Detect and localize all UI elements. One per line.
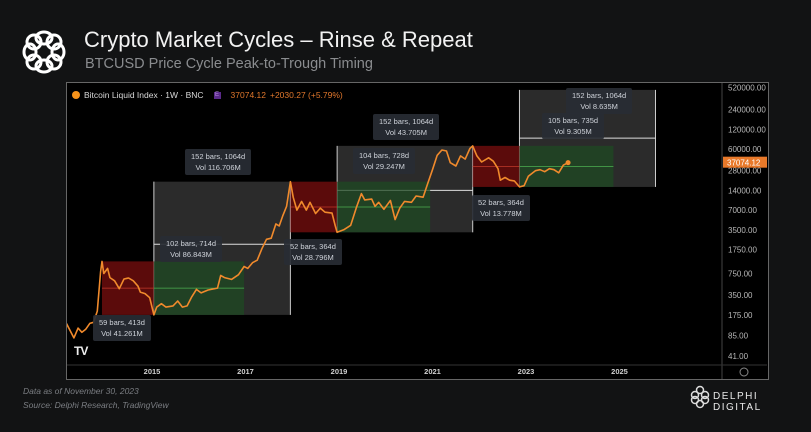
y-tick-label: 85.00 bbox=[728, 331, 749, 340]
annotation-label: 105 bars, 735d Vol 9.305M bbox=[542, 113, 605, 139]
price-line bbox=[67, 145, 569, 339]
tradingview-logo: TV bbox=[74, 344, 88, 358]
last-price-text: 37074.12 bbox=[230, 90, 266, 100]
annotation-label: 104 bars, 728d Vol 29.247M bbox=[353, 148, 416, 174]
x-tick-label: 2021 bbox=[424, 367, 441, 376]
y-tick-label: 14000.00 bbox=[728, 186, 762, 195]
annotation-label: 102 bars, 714d Vol 86.843M bbox=[160, 236, 223, 262]
x-tick-label: 2017 bbox=[237, 367, 254, 376]
annotation-label: 52 bars, 364d Vol 28.796M bbox=[284, 239, 342, 265]
y-tick-label: 28000.00 bbox=[728, 167, 762, 176]
y-tick-label: 520000.00 bbox=[728, 84, 766, 93]
page-title: Crypto Market Cycles – Rinse & Repeat bbox=[84, 27, 473, 52]
chart-legend: Bitcoin Liquid Index · 1W · BNC E 37074.… bbox=[72, 90, 343, 100]
annotation-label: 59 bars, 413d Vol 41.261M bbox=[93, 315, 151, 341]
data-date-note: Data as of November 30, 2023 bbox=[23, 386, 139, 396]
exchange-badge: E bbox=[213, 91, 221, 99]
y-tick-label: 175.00 bbox=[728, 311, 753, 320]
y-tick-label: 120000.00 bbox=[728, 125, 766, 134]
delphi-brand-icon bbox=[690, 385, 710, 409]
price-tag-label: 37074.12 bbox=[727, 159, 761, 168]
y-tick-label: 750.00 bbox=[728, 270, 753, 279]
annotation-label: 152 bars, 1064d Vol 116.706M bbox=[185, 149, 252, 175]
y-tick-label: 7000.00 bbox=[728, 206, 757, 215]
brand-name: DELPHI DIGITAL bbox=[713, 391, 762, 413]
last-price-dot bbox=[565, 160, 571, 166]
x-tick-label: 2015 bbox=[144, 367, 161, 376]
x-tick-label: 2019 bbox=[331, 367, 348, 376]
y-tick-label: 3500.00 bbox=[728, 226, 757, 235]
x-tick-label: 2025 bbox=[611, 367, 628, 376]
page-subtitle: BTCUSD Price Cycle Peak-to-Trough Timing bbox=[85, 56, 373, 72]
delphi-logo-icon bbox=[22, 30, 66, 74]
y-tick-label: 60000.00 bbox=[728, 145, 762, 154]
y-tick-label: 240000.00 bbox=[728, 106, 766, 115]
y-tick-label: 1750.00 bbox=[728, 245, 757, 254]
y-tick-label: 350.00 bbox=[728, 291, 753, 300]
annotation-label: 152 bars, 1064d Vol 8.635M bbox=[566, 88, 633, 114]
symbol-label[interactable]: Bitcoin Liquid Index · 1W · BNC bbox=[84, 90, 204, 100]
annotation-label: 152 bars, 1064d Vol 43.705M bbox=[373, 114, 440, 140]
price-tag bbox=[723, 156, 767, 168]
x-tick-label: 2023 bbox=[518, 367, 535, 376]
source-note: Source: Delphi Research, TradingView bbox=[23, 400, 169, 410]
y-tick-label: 41.00 bbox=[728, 352, 749, 361]
annotation-label: 52 bars, 364d Vol 13.778M bbox=[472, 195, 530, 221]
price-change-text: +2030.27 (+5.79%) bbox=[269, 90, 343, 100]
settings-icon bbox=[739, 367, 749, 377]
bitcoin-icon bbox=[72, 91, 80, 99]
